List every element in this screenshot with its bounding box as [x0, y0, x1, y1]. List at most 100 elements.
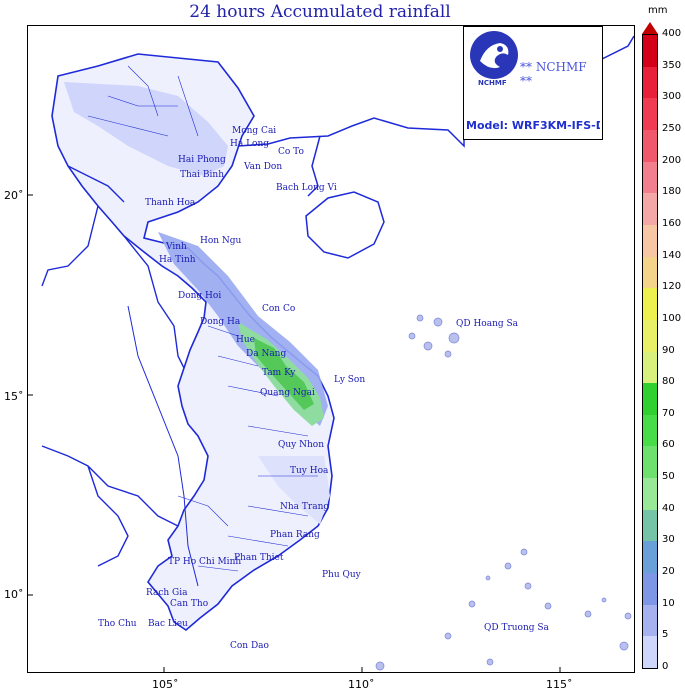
place-ha-long: Ha Long: [230, 139, 270, 149]
place-co-to: Co To: [278, 147, 304, 157]
colorbar-segment: [643, 509, 657, 542]
colorbar-level-label: 30: [662, 534, 675, 546]
colorbar-level-label: 400: [662, 28, 682, 39]
colorbar-level-label: 60: [662, 439, 675, 451]
place-hai-phong: Hai Phong: [178, 155, 226, 165]
colorbar-level-label: 0: [662, 661, 669, 672]
colorbar: [642, 34, 658, 669]
place-van-don: Van Don: [244, 162, 283, 172]
place-da-nang: Da Nang: [246, 349, 287, 359]
province-lines: [87, 65, 318, 572]
colorbar-level-label: 5: [662, 629, 669, 641]
nchmf-emblem-icon: [470, 31, 518, 79]
colorbar-segment: [643, 636, 657, 669]
colorbar-level-label: 80: [662, 376, 675, 388]
mekong-river: [127, 305, 199, 587]
place-bac-lieu: Bac Lieu: [148, 619, 188, 629]
colorbar-segment: [643, 129, 657, 163]
lat-label-15: 15˚: [4, 390, 24, 403]
place-ly-son: Ly Son: [334, 375, 366, 385]
colorbar-segment: [643, 66, 657, 99]
colorbar-segment: [643, 193, 657, 226]
place-hue: Hue: [236, 335, 255, 345]
place-phan-thiet: Phan Thiet: [234, 553, 284, 563]
place-tho-chu: Tho Chu: [98, 619, 137, 629]
colorbar-level-label: 50: [662, 471, 675, 483]
colorbar-segment: [643, 319, 657, 352]
colorbar-segment: [643, 98, 657, 131]
rain-10mm-north: [64, 82, 228, 176]
place-tp-ho-chi-minh: TP Ho Chi Minh: [168, 557, 242, 567]
colorbar-level-label: 40: [662, 502, 675, 514]
place-qd-truong-sa: QD Truong Sa: [484, 623, 549, 633]
place-con-co: Con Co: [262, 304, 296, 314]
colorbar-segment: [643, 161, 657, 194]
colorbar-level-label: 200: [662, 154, 682, 166]
place-hon-ngu: Hon Ngu: [200, 236, 242, 246]
lon-label-110: 110˚: [348, 678, 375, 691]
colorbar-segment: [643, 604, 657, 637]
chart-title: 24 hours Accumulated rainfall: [189, 2, 451, 22]
place-nha-trang: Nha Trang: [280, 502, 330, 512]
place-thanh-hoa: Thanh Hoa: [145, 198, 196, 208]
colorbar-level-label: 350: [662, 59, 682, 71]
vietnam-outline: [51, 53, 335, 632]
place-tam-ky: Tam Ky: [262, 368, 296, 378]
colorbar-segment: [643, 573, 657, 606]
map-ticks: [28, 194, 561, 672]
map-svg: [28, 35, 634, 672]
colorbar-segment: [643, 541, 657, 574]
lat-label-20: 20˚: [4, 189, 24, 202]
colorbar-level-label: 180: [662, 186, 682, 198]
colorbar-level-label: 70: [662, 407, 675, 419]
lon-label-115: 115˚: [546, 678, 573, 691]
colorbar-segment: [643, 414, 657, 447]
country-borders: [41, 165, 185, 567]
agency-logo-box: NCHMF ** NCHMF ** Model: WRF3KM-IFS-DA: [463, 26, 603, 140]
place-tuy-hoa: Tuy Hoa: [290, 466, 329, 476]
place-thai-binh: Thai Binh: [180, 170, 224, 180]
hainan-island: [305, 191, 385, 259]
place-can-tho: Can Tho: [170, 599, 209, 609]
colorbar-segment: [643, 351, 657, 384]
colorbar-segment: [643, 478, 657, 511]
place-con-dao: Con Dao: [230, 641, 269, 651]
rain-10mm-south: [258, 456, 330, 524]
place-dong-ha: Dong Ha: [200, 317, 241, 327]
colorbar-level-label: 300: [662, 91, 682, 103]
rain-60mm-core: [254, 338, 314, 410]
colorbar-level-label: 160: [662, 217, 682, 229]
colorbar-level-label: 140: [662, 249, 682, 261]
lat-label-10: 10˚: [4, 588, 24, 601]
colorbar-segment: [643, 446, 657, 479]
colorbar-level-label: 90: [662, 344, 675, 356]
emblem-caption: NCHMF: [478, 79, 507, 87]
colorbar-segment: [643, 256, 657, 289]
colorbar-segment: [643, 224, 657, 258]
colorbar-arrow-icon: [642, 22, 658, 34]
colorbar-level-label: 120: [662, 281, 682, 293]
place-phu-quy: Phu Quy: [322, 570, 361, 580]
colorbar-level-label: 100: [662, 312, 682, 324]
model-label: Model: WRF3KM-IFS-DA: [466, 119, 600, 132]
place-rach-gia: Rach Gia: [146, 588, 188, 598]
place-ha-tinh: Ha Tinh: [159, 255, 196, 265]
colorbar-level-label: 10: [662, 597, 675, 609]
place-mong-cai: Mong Cai: [232, 126, 277, 136]
colorbar-segment: [643, 288, 657, 321]
offshore-rain-spots: [375, 314, 632, 671]
lon-label-105: 105˚: [152, 678, 179, 691]
place-bach-long-vi: Bach Long Vi: [276, 183, 337, 193]
leizhou-peninsula: [307, 135, 321, 197]
agency-name: ** NCHMF **: [520, 60, 587, 88]
colorbar-level-label: 20: [662, 566, 675, 578]
colorbar-segment: [643, 383, 657, 416]
colorbar-segment: [643, 35, 657, 68]
place-phan-rang: Phan Rang: [270, 530, 320, 540]
place-vinh: Vinh: [166, 242, 187, 252]
place-quang-ngai: Quang Ngai: [260, 388, 315, 398]
place-dong-hoi: Dong Hoi: [178, 291, 222, 301]
place-qd-hoang-sa: QD Hoang Sa: [456, 319, 519, 329]
colorbar-level-label: 250: [662, 122, 682, 134]
place-quy-nhon: Quy Nhon: [278, 440, 325, 450]
